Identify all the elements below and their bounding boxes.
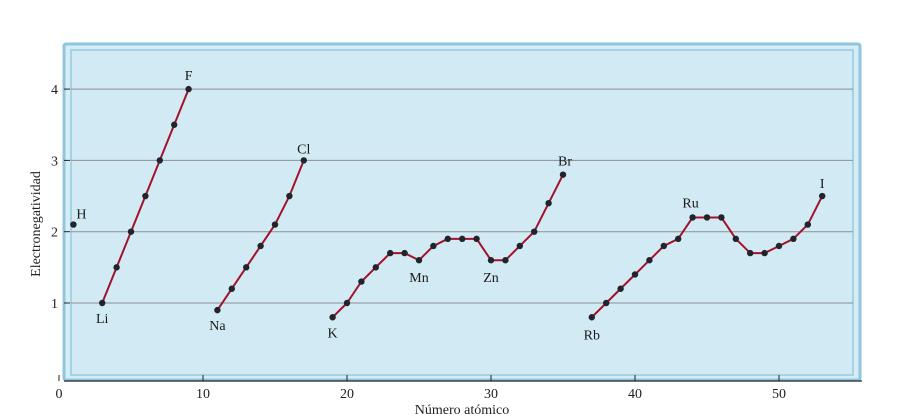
- data-point-2-5: [127, 228, 135, 235]
- data-point-4-27: [444, 235, 451, 243]
- data-point-2-8: [171, 121, 178, 128]
- label-k: K: [328, 326, 338, 341]
- data-point-4-24: [401, 249, 408, 257]
- data-point-4-31: [502, 257, 509, 264]
- data-point-3-13: [243, 264, 250, 271]
- label-mn: Mn: [409, 271, 428, 286]
- data-point-5-43: [675, 235, 682, 243]
- data-point-5-39: [617, 285, 624, 292]
- data-point-4-21: [358, 278, 365, 285]
- label-zn: Zn: [483, 271, 499, 286]
- y-axis-ticks: 1 2 3 4: [51, 83, 70, 312]
- data-point-2-9: [185, 85, 192, 93]
- plot-area: [70, 49, 854, 376]
- data-point-5-40: [631, 271, 639, 278]
- data-point-3-14: [257, 242, 264, 250]
- data-point-3-16: [286, 192, 293, 200]
- data-point-4-29: [473, 235, 480, 243]
- data-point-5-38: [603, 299, 610, 307]
- label-rb: Rb: [584, 328, 600, 343]
- y-tick-label-4: 4: [51, 83, 58, 98]
- label-cl: Cl: [297, 142, 310, 157]
- data-point-2-4: [113, 264, 120, 271]
- data-point-5-53: [819, 192, 826, 200]
- x-axis-title: Número atómico: [415, 403, 509, 418]
- x-tick-label-0: 0: [56, 387, 63, 402]
- data-point-5-41: [646, 257, 653, 264]
- data-point-5-37: [588, 314, 595, 321]
- label-f: F: [185, 69, 193, 84]
- y-axis-title: Electronegatividad: [29, 171, 44, 277]
- label-ru: Ru: [682, 196, 698, 211]
- element-labels: H F Li Cl Na K Mn Zn Br Rb Ru I: [76, 69, 825, 343]
- data-point-4-35: [559, 171, 567, 178]
- data-point-4-19: [329, 314, 336, 321]
- data-point-1-1: [70, 221, 77, 228]
- data-point-2-6: [142, 192, 149, 200]
- data-point-4-33: [531, 228, 538, 235]
- data-point-5-50: [775, 242, 783, 250]
- data-point-3-12: [228, 285, 235, 292]
- data-point-4-20: [343, 299, 351, 307]
- data-point-5-47: [732, 235, 739, 243]
- data-point-5-46: [718, 214, 725, 221]
- grid-lines: [71, 88, 853, 304]
- data-point-2-3: [99, 299, 106, 307]
- y-tick-label-3: 3: [51, 154, 58, 169]
- y-tick-label-1: 1: [51, 297, 58, 312]
- data-point-5-48: [747, 249, 754, 257]
- x-tick-label-10: 10: [196, 387, 210, 402]
- data-point-5-49: [761, 249, 768, 257]
- data-point-5-52: [804, 221, 811, 228]
- label-h: H: [76, 208, 86, 223]
- data-point-4-32: [516, 242, 523, 250]
- points-group: [70, 85, 826, 321]
- x-tick-label-30: 30: [484, 387, 498, 402]
- data-point-4-25: [415, 257, 423, 264]
- data-point-5-44: [689, 214, 696, 221]
- x-axis-ticks: 0 10 20 30 40 50: [56, 375, 786, 402]
- data-point-4-26: [430, 242, 437, 250]
- x-tick-label-40: 40: [628, 387, 642, 402]
- data-point-4-22: [372, 264, 379, 271]
- data-point-2-7: [156, 157, 163, 164]
- data-point-4-34: [545, 199, 552, 207]
- data-point-3-15: [271, 221, 279, 228]
- label-i: I: [820, 177, 825, 192]
- label-br: Br: [558, 155, 572, 170]
- data-point-4-23: [387, 249, 394, 257]
- x-tick-label-20: 20: [340, 387, 354, 402]
- x-tick-label-50: 50: [772, 387, 786, 402]
- data-point-3-11: [214, 306, 221, 314]
- label-li: Li: [96, 312, 109, 327]
- data-point-4-28: [459, 235, 466, 243]
- data-point-5-42: [660, 242, 667, 250]
- data-point-3-17: [300, 157, 307, 164]
- data-point-5-45: [703, 214, 711, 221]
- data-point-4-30: [487, 257, 495, 264]
- data-point-5-51: [790, 235, 797, 243]
- label-na: Na: [209, 319, 226, 334]
- y-tick-label-2: 2: [51, 226, 58, 241]
